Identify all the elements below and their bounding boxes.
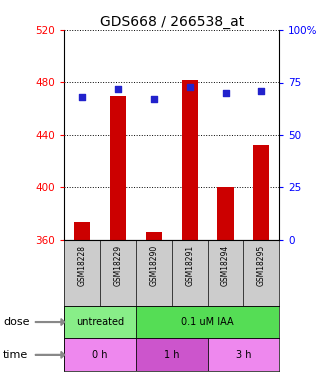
Text: GSM18228: GSM18228 <box>78 245 87 286</box>
Point <box>151 96 156 102</box>
Bar <box>136 338 208 371</box>
Point <box>116 86 121 92</box>
Point <box>80 94 85 100</box>
Text: 0.1 uM IAA: 0.1 uM IAA <box>181 317 234 327</box>
Text: GSM18290: GSM18290 <box>149 245 158 286</box>
Point <box>187 84 192 90</box>
Point <box>259 88 264 94</box>
Text: GSM18295: GSM18295 <box>257 245 266 286</box>
Bar <box>64 338 136 371</box>
Bar <box>136 306 279 338</box>
Text: GSM18291: GSM18291 <box>185 245 194 286</box>
Title: GDS668 / 266538_at: GDS668 / 266538_at <box>100 15 244 29</box>
Text: GSM18294: GSM18294 <box>221 245 230 286</box>
Text: 3 h: 3 h <box>236 350 251 360</box>
Point <box>223 90 228 96</box>
Bar <box>253 146 269 240</box>
Bar <box>146 232 162 240</box>
Bar <box>64 306 136 338</box>
Text: time: time <box>3 350 29 360</box>
Bar <box>74 222 90 240</box>
Text: untreated: untreated <box>76 317 124 327</box>
Bar <box>110 96 126 240</box>
Text: dose: dose <box>3 317 30 327</box>
Text: 1 h: 1 h <box>164 350 179 360</box>
Text: 0 h: 0 h <box>92 350 108 360</box>
Bar <box>182 80 198 240</box>
Bar <box>208 338 279 371</box>
Bar <box>217 188 234 240</box>
Text: GSM18229: GSM18229 <box>113 245 123 286</box>
